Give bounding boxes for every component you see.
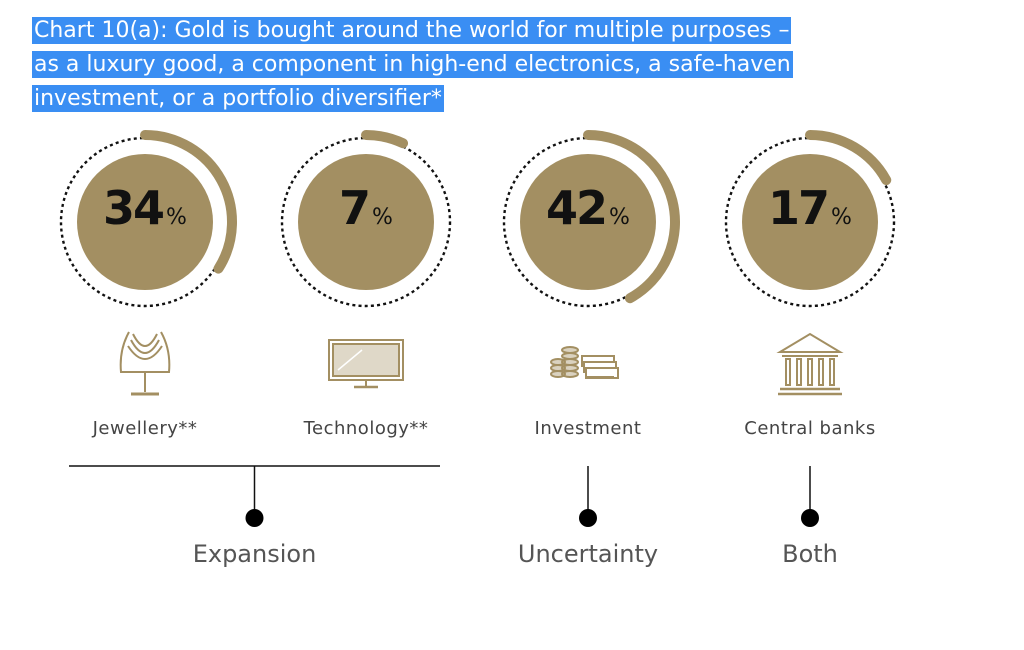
share-arc-investment (583, 130, 680, 304)
category-labels: Jewellery** Technology** Investment Central… (92, 418, 876, 439)
share-circle-technology: 7% (280, 130, 452, 308)
share-arc-technology (361, 130, 409, 149)
share-disc (520, 154, 656, 290)
group-dot (801, 509, 819, 527)
group-uncertainty: Uncertainty (518, 466, 658, 568)
share-disc (742, 154, 878, 290)
share-arc-jewellery (140, 130, 237, 274)
coins-banknotes-icon (550, 346, 619, 379)
category-label-technology: Technology** (303, 418, 429, 439)
dotted-ring (280, 136, 452, 308)
group-label-expansion: Expansion (193, 540, 317, 568)
share-disc (77, 154, 213, 290)
share-arc-central-banks (805, 130, 892, 186)
share-value-technology: 7% (339, 181, 393, 235)
share-circles: 34% 7% 42% 17% (59, 130, 896, 308)
title-line-3: investment, or a portfolio diversifier* (32, 85, 444, 112)
category-label-jewellery: Jewellery** (92, 418, 198, 439)
category-label-central-banks: Central banks (744, 418, 875, 439)
share-value-investment: 42% (546, 181, 630, 235)
group-both: Both (782, 466, 838, 568)
bank-building-icon (776, 332, 844, 396)
share-circle-central-banks: 17% (724, 130, 896, 308)
share-circle-investment: 42% (502, 130, 680, 308)
title-line-1: Chart 10(a): Gold is bought around the w… (32, 17, 792, 44)
group-dot (245, 509, 264, 527)
share-value-jewellery: 34% (103, 181, 187, 235)
necklace-icon (119, 331, 171, 396)
chart-title: Chart 10(a): Gold is bought around the w… (32, 14, 932, 116)
category-icons (119, 331, 844, 396)
dotted-ring (724, 136, 896, 308)
share-circle-jewellery: 34% (59, 130, 237, 308)
group-label-uncertainty: Uncertainty (518, 540, 658, 568)
group-label-both: Both (782, 540, 838, 568)
group-connectors: Expansion Uncertainty Both (69, 465, 838, 568)
tv-icon (328, 339, 404, 389)
share-value-central-banks: 17% (768, 181, 852, 235)
share-disc (298, 154, 434, 290)
category-label-investment: Investment (535, 418, 642, 439)
title-line-2: as a luxury good, a component in high-en… (32, 51, 793, 78)
group-expansion: Expansion (69, 465, 440, 568)
group-dot (579, 509, 597, 527)
